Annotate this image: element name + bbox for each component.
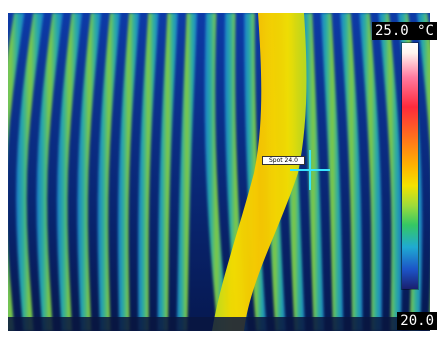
thermal-stripe bbox=[77, 13, 102, 331]
scale-max-label: 25.0 °C bbox=[371, 22, 437, 40]
hot-streak bbox=[212, 13, 307, 331]
temperature-color-bar bbox=[402, 43, 418, 289]
thermal-stripe bbox=[97, 13, 121, 331]
scale-min-label: 20.0 bbox=[397, 312, 437, 330]
thermal-stripe bbox=[36, 13, 63, 331]
thermal-image bbox=[8, 13, 430, 331]
thermal-stripe bbox=[320, 13, 344, 331]
thermal-stripe bbox=[157, 13, 179, 331]
thermal-stripe bbox=[301, 13, 325, 331]
crosshair-vertical bbox=[309, 150, 311, 190]
thermal-stripe bbox=[16, 13, 44, 331]
thermal-stripe bbox=[8, 13, 25, 331]
thermal-stripe bbox=[340, 13, 363, 331]
thermal-stripe bbox=[204, 13, 229, 331]
spot-measurement-label: Spot 24.0 bbox=[262, 156, 305, 165]
thermal-stripe bbox=[416, 13, 430, 331]
thermal-stripe bbox=[117, 13, 140, 331]
thermal-stripe bbox=[176, 13, 198, 331]
thermal-stripe bbox=[56, 13, 83, 331]
thermal-stripe bbox=[138, 13, 159, 331]
spot-crosshair-icon[interactable] bbox=[290, 150, 330, 190]
thermal-image-canvas bbox=[8, 13, 430, 331]
bottom-edge bbox=[8, 317, 430, 331]
thermal-stripe bbox=[224, 13, 248, 331]
thermal-stripe bbox=[378, 13, 402, 331]
thermal-stripe bbox=[359, 13, 382, 331]
